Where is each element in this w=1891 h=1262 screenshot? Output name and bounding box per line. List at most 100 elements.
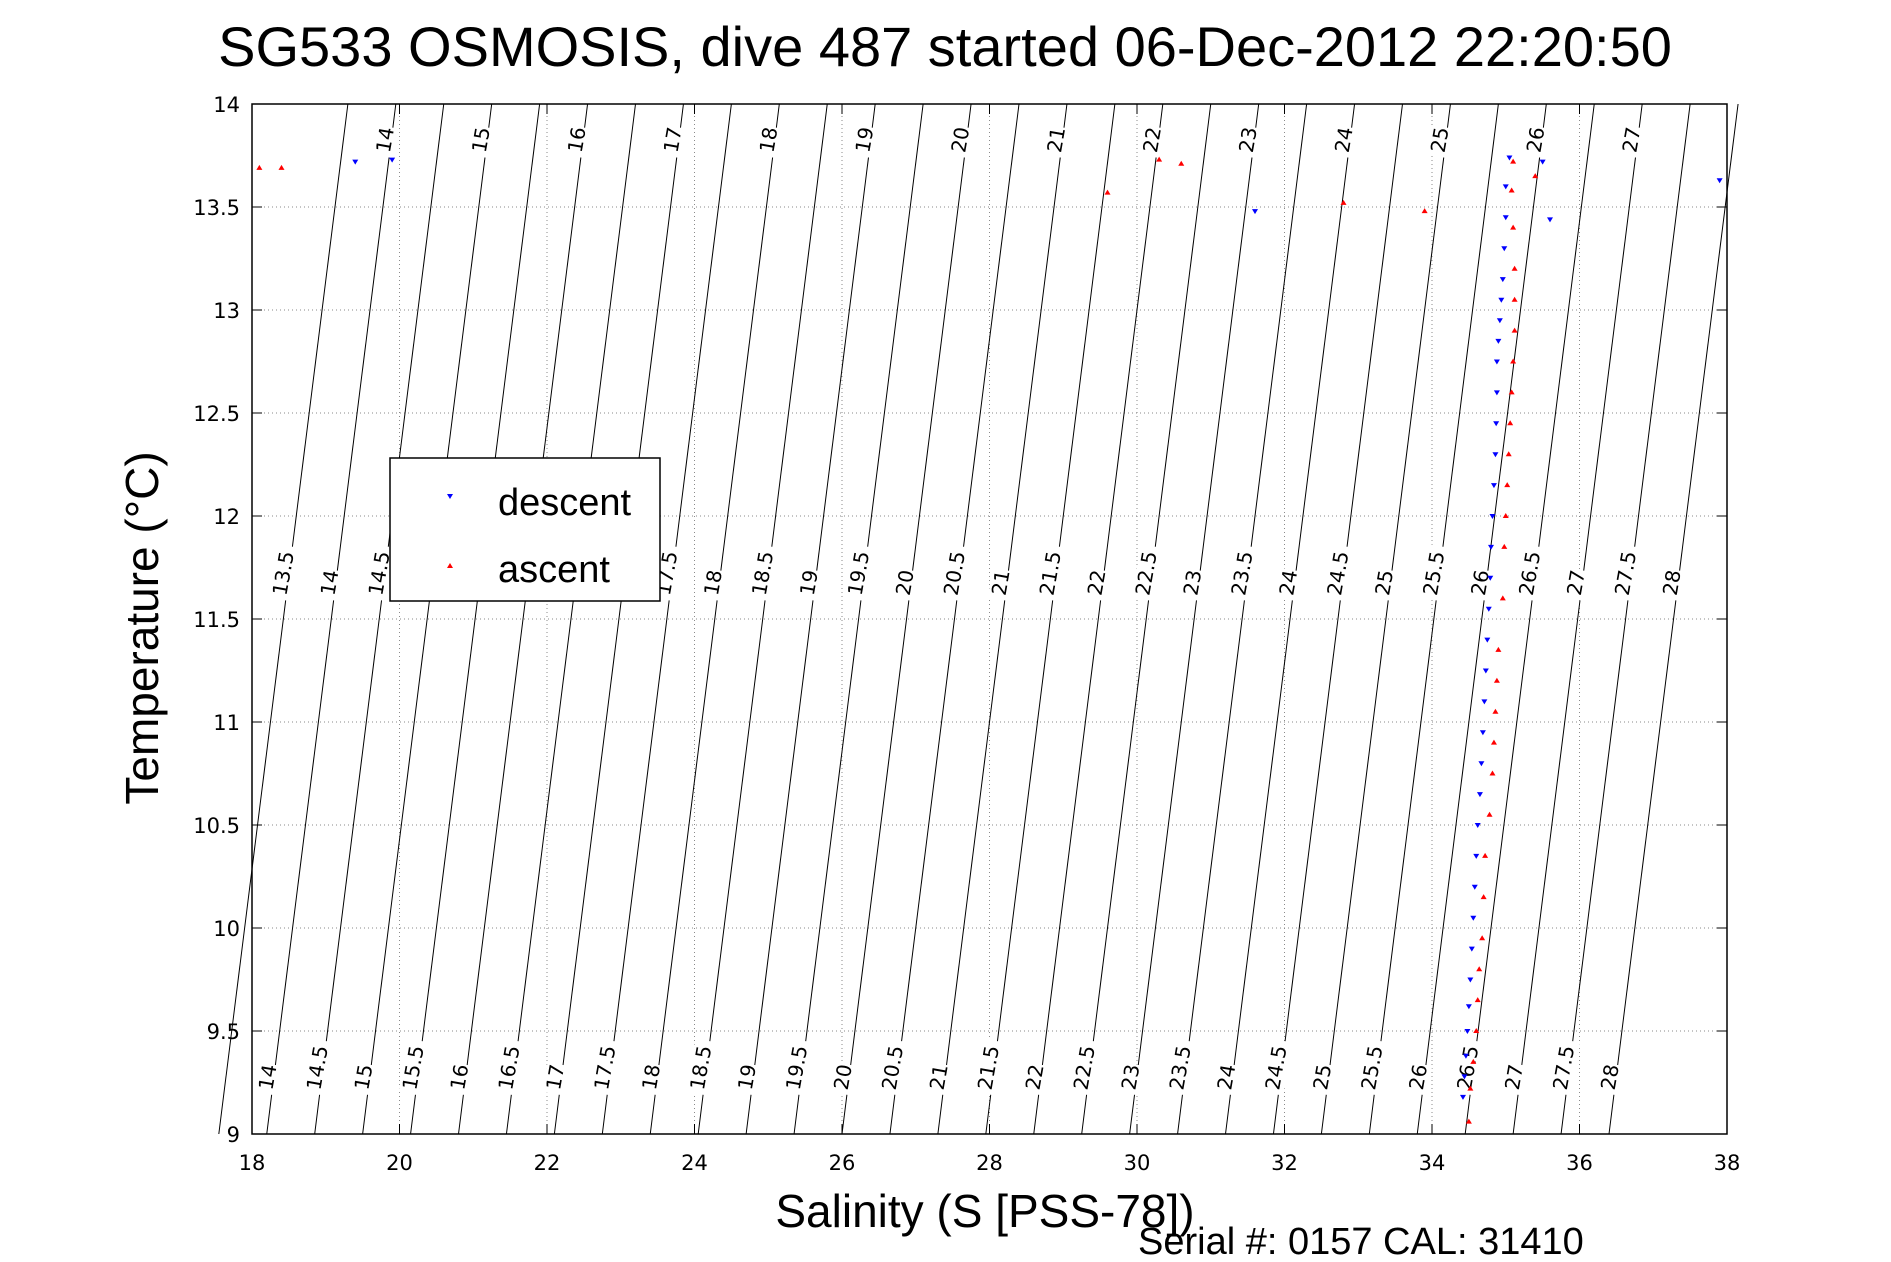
ascent-point [1156, 156, 1163, 162]
descent-point [1485, 606, 1492, 612]
isopycnal-label-bg [1549, 1038, 1581, 1096]
isopycnal-label: 23 [1178, 568, 1206, 597]
isopycnal-line [266, 103, 397, 1135]
isopycnal-label-top: 16 [563, 124, 591, 159]
isopycnal-line [362, 103, 493, 1135]
isopycnal-label: 16 [445, 1062, 473, 1091]
isopycnal-label: 27.5 [1548, 1044, 1579, 1092]
isopycnal-label-bg [1035, 544, 1067, 602]
isopycnal-label: 18 [754, 125, 782, 154]
isopycnal-label: 26 [1521, 125, 1549, 154]
isopycnal-label: 16 [563, 125, 591, 154]
isopycnal-label-bg [1043, 124, 1071, 159]
isopycnal-label-bg [748, 544, 780, 602]
descent-point [1459, 1094, 1466, 1100]
isopycnal-line [1560, 103, 1691, 1135]
descent-point [1464, 1029, 1471, 1034]
isopycnal-line [505, 103, 636, 1135]
isopycnal-label: 15.5 [397, 1044, 428, 1092]
isopycnal-line [1512, 103, 1643, 1135]
isopycnal-label-bg [1069, 1038, 1101, 1096]
isopycnal-label-bg [364, 544, 396, 602]
isopycnal-label: 17 [541, 1062, 569, 1091]
isopycnal-label-bg [1227, 544, 1259, 602]
legend: descent ascent [389, 457, 661, 602]
ascent-point [1495, 646, 1502, 652]
isopycnal-label-bg [638, 1062, 666, 1096]
isopycnal-label-middle: 26.5 [1514, 544, 1547, 602]
isopycnal-label-bg [892, 567, 919, 602]
isopycnal-label-bg [446, 1062, 474, 1096]
ascent-point [1493, 677, 1500, 683]
isopycnal-label-bg [1179, 567, 1207, 602]
isopycnal-line [218, 103, 349, 1135]
isopycnal-line [1416, 103, 1547, 1135]
isopycnal-label: 27 [1617, 125, 1645, 154]
isopycnal-label-bg [1165, 1038, 1197, 1096]
descent-point [1481, 699, 1488, 705]
descent-point [1490, 483, 1497, 489]
isopycnal-label-bg [350, 1062, 378, 1096]
ascent-point [1511, 265, 1518, 271]
isopycnal-line [553, 103, 684, 1135]
isopycnal-label-bg [372, 124, 400, 159]
ascent-point [1104, 189, 1111, 195]
ascent-point [1508, 187, 1515, 193]
isopycnal-label-bottom: 25 [1308, 1062, 1337, 1096]
descent-point [1474, 823, 1481, 828]
isopycnal-label-bg [1467, 567, 1495, 602]
isopycnal-label-bg [782, 1038, 814, 1096]
isopycnal-line [937, 103, 1068, 1135]
ascent-point [1510, 358, 1517, 364]
isopycnal-label-bg [1235, 124, 1263, 159]
isopycnal-label-top: 26 [1521, 124, 1550, 159]
isopycnal-label: 25.5 [1418, 549, 1449, 597]
isopycnal-label-bottom: 25.5 [1356, 1038, 1389, 1096]
ascent-point [1479, 935, 1486, 941]
descent-point [1462, 1053, 1469, 1059]
isopycnal-label: 15 [349, 1062, 377, 1091]
isopycnal-line [458, 103, 589, 1135]
density-contours: 14 14.5 15 15.5 16 16.5 17 17.5 18 18.5 19 19.5 20 20… [218, 103, 1739, 1135]
isopycnal-label-bg [878, 1038, 910, 1096]
isopycnal-label: 14 [254, 1062, 282, 1091]
ascent-point [1505, 451, 1512, 457]
descent-point [1461, 1074, 1468, 1080]
y-tick-label: 13 [213, 299, 240, 323]
isopycnal-label: 18.5 [747, 549, 778, 597]
isopycnal-label: 18.5 [685, 1044, 716, 1092]
isopycnal-label-top: 27 [1617, 124, 1646, 159]
isopycnal-label: 17 [659, 125, 687, 154]
isopycnal-label: 14 [315, 568, 343, 597]
isopycnal-label-bg [1501, 1062, 1529, 1096]
x-tick-label: 24 [681, 1151, 708, 1175]
ascent-point [1480, 894, 1487, 900]
isopycnal-label-bg [1131, 544, 1163, 602]
y-tick-label: 9 [227, 1123, 240, 1147]
ascent-point [278, 164, 285, 170]
descent-point [1493, 390, 1500, 396]
y-tick-label: 12 [213, 505, 240, 529]
isopycnal-label-bottom: 18 [637, 1062, 666, 1096]
isopycnal-label-middle: 14 [315, 567, 344, 602]
descent-point [1471, 884, 1478, 890]
isopycnal-label-bottom: 24.5 [1260, 1038, 1293, 1096]
descent-point [1506, 155, 1513, 161]
descent-point [1489, 514, 1496, 519]
isopycnal-label-bg [686, 1038, 718, 1096]
x-tick-label: 30 [1124, 1151, 1151, 1175]
isopycnal-label-bg [1515, 544, 1547, 602]
isopycnal-label-bottom: 28 [1596, 1062, 1624, 1096]
ascent-point [1474, 997, 1481, 1003]
isopycnal-label: 17.5 [589, 1044, 620, 1092]
descent-point [1478, 761, 1485, 767]
descent-point [1470, 915, 1477, 921]
isopycnal-label-bg [1139, 124, 1167, 159]
isopycnal-label: 22.5 [1068, 1044, 1099, 1092]
isopycnal-label-middle: 24 [1274, 567, 1303, 602]
isopycnal-label-bottom: 17.5 [589, 1038, 622, 1096]
legend-ascent-marker [447, 563, 453, 568]
legend-ascent-label: ascent [498, 549, 610, 591]
ascent-point [256, 164, 263, 170]
